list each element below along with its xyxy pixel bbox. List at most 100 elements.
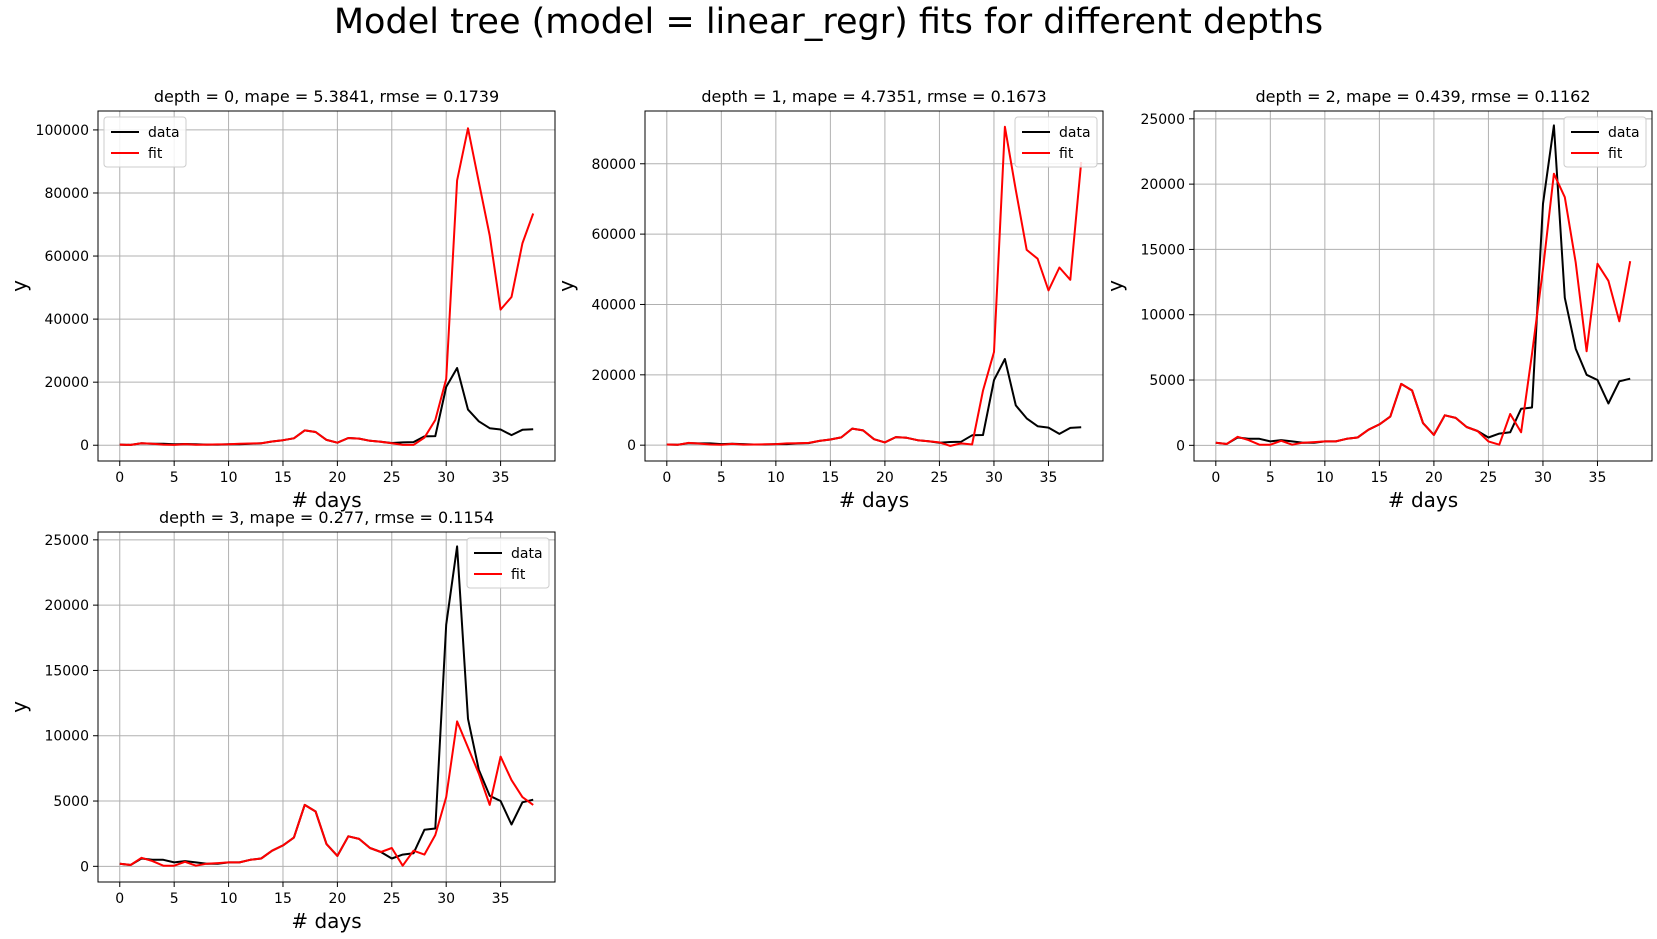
x-axis-label: # days [1388, 488, 1458, 512]
axes-frame [97, 531, 556, 883]
y-tick-label: 20000 [591, 368, 636, 384]
y-tick-label: 80000 [44, 186, 89, 202]
y-tick-label: 0 [80, 438, 89, 454]
legend-label-data: data [1608, 125, 1640, 141]
x-tick-label: 30 [437, 891, 455, 907]
legend: data fit [1563, 116, 1647, 168]
y-tick-label: 25000 [1140, 112, 1185, 128]
x-tick-label: 5 [170, 891, 179, 907]
x-tick-label: 15 [821, 470, 839, 486]
y-tick-label: 40000 [44, 312, 89, 328]
y-tick-label: 15000 [1140, 242, 1185, 258]
axes-frame [97, 110, 556, 462]
y-tick-label: 25000 [44, 533, 89, 549]
x-tick-label: 35 [492, 891, 510, 907]
x-axis-label: # days [291, 488, 361, 512]
x-tick-label: 25 [383, 470, 401, 486]
series-line-fit [119, 720, 534, 867]
y-tick-label: 60000 [44, 249, 89, 265]
subplot-title: depth = 3, mape = 0.277, rmse = 0.1154 [159, 508, 494, 527]
y-tick-label: 10000 [1140, 308, 1185, 324]
subplot-3: 0 5 10 15 20 25 30 35 0 5000 10000 15000 20000 25000 d… [7, 508, 556, 933]
x-tick-label: 10 [220, 891, 238, 907]
legend: data fit [103, 116, 187, 168]
axes-frame [1193, 110, 1653, 462]
series-line-data [119, 545, 534, 866]
legend-label-fit: fit [1059, 146, 1074, 162]
legend-label-data: data [1059, 125, 1091, 141]
x-axis-label: # days [839, 488, 909, 512]
y-tick-label: 20000 [1140, 177, 1185, 193]
y-axis-label: y [7, 701, 31, 713]
series-line-data [666, 358, 1082, 446]
x-tick-label: 25 [931, 470, 949, 486]
legend-label-data: data [148, 125, 180, 141]
legend-box [466, 537, 550, 589]
legend: data fit [1014, 116, 1098, 168]
series-line-fit [119, 127, 535, 446]
y-tick-label: 20000 [44, 598, 89, 614]
x-tick-label: 5 [1266, 470, 1275, 486]
x-tick-label: 35 [1589, 470, 1607, 486]
x-tick-label: 0 [115, 470, 124, 486]
y-axis-label: y [1103, 280, 1127, 292]
subplot-0: 0 5 10 15 20 25 30 35 0 20000 40000 60000 80000 10000… [7, 87, 556, 512]
x-tick-label: 0 [115, 891, 124, 907]
legend: data fit [466, 537, 550, 589]
y-tick-label: 0 [80, 859, 89, 875]
legend-label-fit: fit [148, 146, 163, 162]
y-tick-label: 5000 [1149, 373, 1185, 389]
series-line-data [119, 367, 534, 446]
y-tick-label: 0 [1176, 438, 1185, 454]
x-tick-label: 10 [767, 470, 785, 486]
x-tick-label: 35 [492, 470, 510, 486]
subplot-1: 0 5 10 15 20 25 30 35 0 20000 40000 60000 80000 depth… [554, 87, 1104, 512]
x-tick-label: 20 [1425, 470, 1443, 486]
x-tick-label: 0 [662, 470, 671, 486]
y-tick-label: 5000 [53, 794, 89, 810]
x-tick-label: 15 [1370, 470, 1388, 486]
y-tick-label: 60000 [591, 227, 636, 243]
x-tick-label: 10 [1316, 470, 1334, 486]
x-tick-label: 5 [717, 470, 726, 486]
legend-box [103, 116, 187, 168]
x-tick-label: 25 [383, 891, 401, 907]
y-tick-label: 40000 [591, 297, 636, 313]
y-axis-label: y [554, 280, 578, 292]
x-tick-label: 0 [1211, 470, 1220, 486]
y-tick-label: 20000 [44, 375, 89, 391]
y-tick-label: 80000 [591, 157, 636, 173]
series-line-fit [666, 125, 1083, 447]
x-tick-label: 10 [220, 470, 238, 486]
y-tick-label: 15000 [44, 663, 89, 679]
series-line-fit [1215, 172, 1632, 446]
x-tick-label: 20 [876, 470, 894, 486]
x-tick-label: 30 [985, 470, 1003, 486]
y-axis-label: y [7, 280, 31, 292]
subplot-2: 0 5 10 15 20 25 30 35 0 5000 10000 15000 20000 25000 d… [1103, 87, 1653, 512]
x-tick-label: 20 [328, 891, 346, 907]
x-tick-label: 30 [437, 470, 455, 486]
x-tick-label: 5 [170, 470, 179, 486]
y-tick-label: 100000 [36, 123, 89, 139]
x-tick-label: 15 [274, 891, 292, 907]
y-tick-label: 10000 [44, 729, 89, 745]
x-tick-label: 20 [328, 470, 346, 486]
legend-box [1014, 116, 1098, 168]
x-tick-label: 15 [274, 470, 292, 486]
axes-frame [644, 110, 1104, 462]
y-tick-label: 0 [627, 438, 636, 454]
figure-title: Model tree (model = linear_regr) fits fo… [333, 2, 1324, 42]
x-axis-label: # days [291, 909, 361, 933]
x-tick-label: 35 [1040, 470, 1058, 486]
legend-box [1563, 116, 1647, 168]
subplot-title: depth = 2, mape = 0.439, rmse = 0.1162 [1255, 87, 1590, 106]
legend-label-data: data [511, 546, 543, 562]
x-tick-label: 25 [1480, 470, 1498, 486]
series-line-data [1215, 124, 1631, 445]
subplot-title: depth = 1, mape = 4.7351, rmse = 0.1673 [701, 87, 1046, 106]
subplot-title: depth = 0, mape = 5.3841, rmse = 0.1739 [154, 87, 499, 106]
legend-label-fit: fit [1608, 146, 1623, 162]
legend-label-fit: fit [511, 567, 526, 583]
